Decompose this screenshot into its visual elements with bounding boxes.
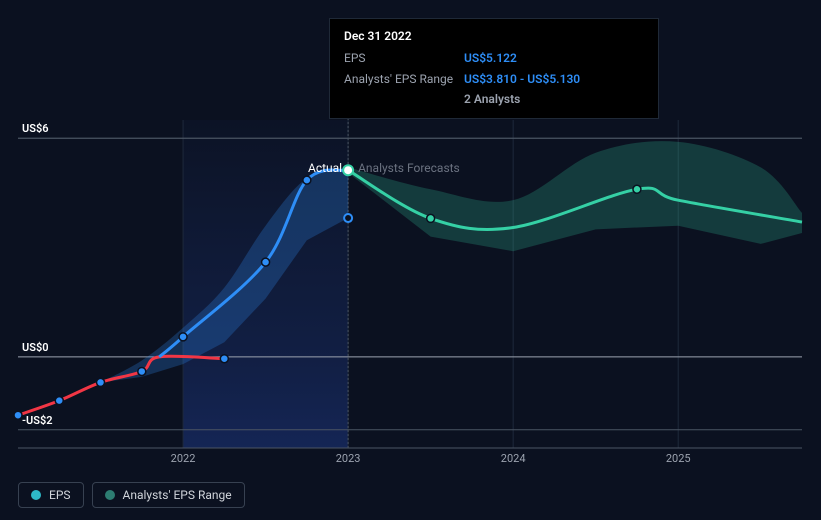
tooltip-row-value: US$5.122	[464, 48, 644, 69]
tooltip-table: EPS US$5.122 Analysts' EPS Range US$3.81…	[344, 48, 644, 110]
legend-item-eps[interactable]: EPS	[18, 482, 84, 508]
tooltip-row-sub: 2 Analysts	[464, 90, 644, 109]
tooltip-row-value: US$3.810 - US$5.130	[464, 70, 644, 89]
svg-text:2024: 2024	[501, 452, 526, 465]
svg-text:US$6: US$6	[22, 122, 49, 135]
chart-legend: EPS Analysts' EPS Range	[18, 482, 245, 508]
svg-text:Analysts Forecasts: Analysts Forecasts	[358, 161, 460, 175]
svg-text:2022: 2022	[171, 452, 196, 465]
svg-text:Actual: Actual	[308, 161, 342, 175]
legend-label: Analysts' EPS Range	[123, 488, 232, 502]
svg-text:2025: 2025	[666, 452, 691, 465]
chart-tooltip: Dec 31 2022 EPS US$5.122 Analysts' EPS R…	[329, 18, 659, 119]
svg-text:US$0: US$0	[22, 341, 49, 354]
legend-swatch-icon	[31, 490, 41, 500]
tooltip-date: Dec 31 2022	[344, 27, 644, 46]
tooltip-row-label: EPS	[344, 48, 464, 69]
svg-text:2023: 2023	[336, 452, 361, 465]
svg-text:-US$2: -US$2	[22, 414, 53, 427]
eps-forecast-chart: 2022 2023 2024 2025 US$6 US$0 -US$2 Actual Analy…	[0, 0, 821, 520]
legend-label: EPS	[49, 488, 71, 502]
legend-swatch-icon	[105, 490, 115, 500]
tooltip-row-label: Analysts' EPS Range	[344, 69, 464, 109]
legend-item-range[interactable]: Analysts' EPS Range	[92, 482, 245, 508]
